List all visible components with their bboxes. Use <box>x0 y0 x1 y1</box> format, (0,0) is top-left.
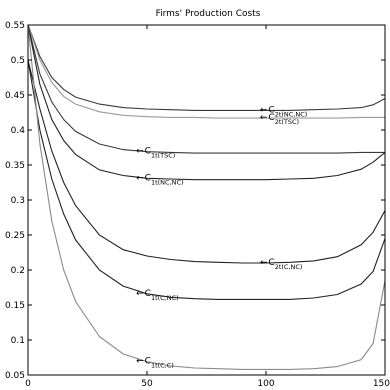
x-tick-label: 100 <box>257 379 274 389</box>
annotation-symbol: C <box>145 173 151 183</box>
annotation-subscript: 1t(C,NC) <box>151 294 179 302</box>
curve-annotation-2: ←C1t(TSC) <box>136 147 175 160</box>
y-tick-label: 0.4 <box>11 126 26 136</box>
series-line-6 <box>27 24 386 370</box>
y-tick-label: 0.1 <box>11 336 25 346</box>
annotation-arrow: ← <box>136 289 144 299</box>
chart-title: Firms' Production Costs <box>156 9 261 19</box>
annotation-arrow: ← <box>136 147 144 157</box>
series-line-4 <box>27 59 386 264</box>
annotation-arrow: ← <box>260 258 268 268</box>
annotation-subscript: 1t(C,C) <box>151 362 174 370</box>
annotation-subscript: 2t(NC,NC) <box>275 110 308 118</box>
annotation-symbol: C <box>268 113 274 123</box>
annotation-symbol: C <box>145 289 151 299</box>
curve-annotation-6: ←C1t(C,C) <box>136 357 174 370</box>
y-tick-label: 0.5 <box>11 56 25 66</box>
y-tick-label: 0.45 <box>5 91 25 101</box>
y-tick-label: 0.35 <box>5 161 25 171</box>
annotation-arrow: ← <box>260 105 268 115</box>
curve-annotation-5: ←C1t(C,NC) <box>136 289 179 302</box>
series-line-2 <box>27 24 385 154</box>
annotation-arrow: ← <box>136 357 144 367</box>
plot-frame <box>27 24 386 376</box>
curve-annotation-0: ←C2t(NC,NC) <box>260 105 307 118</box>
annotation-symbol: C <box>145 357 151 367</box>
annotation-subscript: 1t(TSC) <box>151 152 175 160</box>
y-tick-label: 0.15 <box>5 301 25 311</box>
annotation-symbol: C <box>268 105 274 115</box>
annotation-arrow: ← <box>260 113 268 123</box>
series-line-0 <box>27 24 386 111</box>
y-tick-label: 0.3 <box>11 196 25 206</box>
curves-group <box>27 24 386 370</box>
annotation-arrow: ← <box>136 173 144 183</box>
curve-annotation-4: ←C2t(C,NC) <box>260 258 303 271</box>
curve-annotation-1: ←C2t(TSC) <box>260 113 299 126</box>
annotation-subscript: 1t(NC,NC) <box>151 178 184 186</box>
y-tick-label: 0.55 <box>5 21 25 31</box>
y-tick-label: 0.05 <box>5 371 25 381</box>
x-tick-label: 150 <box>373 379 390 389</box>
annotation-symbol: C <box>268 258 274 268</box>
axis-ticks: 0 50 100 150 0.05 0.1 0.15 0.2 0.25 0.3 0.35 0.4 0.4… <box>5 21 390 389</box>
series-line-3 <box>27 24 386 181</box>
x-tick-label: 50 <box>141 379 153 389</box>
y-tick-label: 0.2 <box>11 266 25 276</box>
annotation-symbol: C <box>145 147 151 157</box>
series-line-1 <box>27 24 385 119</box>
y-tick-label: 0.25 <box>5 231 25 241</box>
curve-annotation-3: ←C1t(NC,NC) <box>136 173 183 186</box>
annotation-subscript: 2t(C,NC) <box>275 263 303 271</box>
series-line-5 <box>27 59 386 300</box>
x-tick-label: 0 <box>25 379 31 389</box>
annotation-subscript: 2t(TSC) <box>275 118 299 126</box>
annotations-group: ←C2t(NC,NC)←C2t(TSC)←C1t(TSC)←C1t(NC,NC)… <box>136 105 307 369</box>
